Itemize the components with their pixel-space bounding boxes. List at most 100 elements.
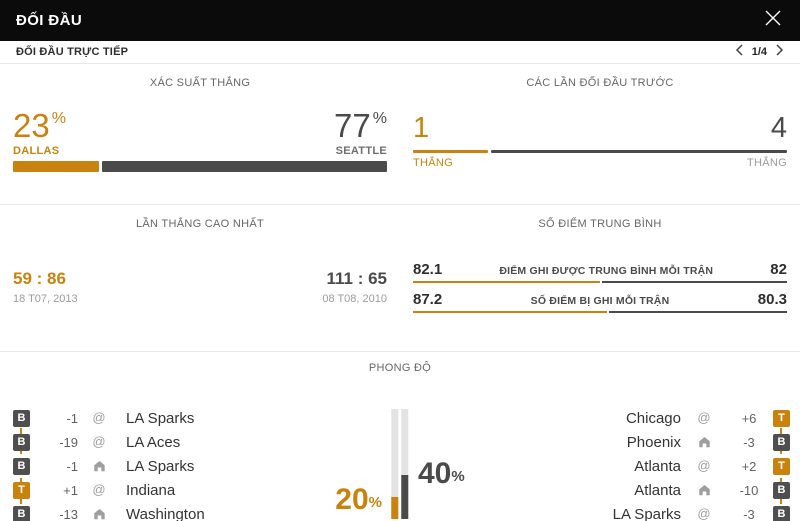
- avg-scored-home-segment: [413, 281, 600, 283]
- home-team-name: DALLAS: [13, 145, 60, 157]
- home-wins-count: 1: [413, 112, 430, 144]
- avg-scored-away-segment: [602, 281, 787, 283]
- home-form-bar: [391, 409, 398, 519]
- away-form-percentage: 40%: [418, 457, 465, 490]
- home-biggest-win-date: 18 T07, 2013: [13, 293, 78, 305]
- away-wins-segment: [490, 150, 787, 153]
- avg-conceded-bar: [413, 311, 787, 313]
- home-avg-conceded: 87.2: [413, 291, 443, 308]
- away-team-name: SEATTLE: [335, 145, 387, 157]
- opponent-name: Atlanta: [634, 457, 681, 475]
- list-item: B -13 @ Washington: [13, 502, 293, 521]
- list-item: B -19 @ LA Aces: [13, 430, 293, 454]
- list-item: B -1 @ LA Sparks: [13, 406, 293, 430]
- home-win-probability: 23%: [13, 107, 66, 144]
- home-icon: [93, 508, 105, 520]
- avg-scored-bar: [413, 281, 787, 283]
- list-item: B -1 @ LA Sparks: [13, 454, 293, 478]
- opponent-name: Indiana: [126, 481, 176, 499]
- score-diff: -3: [743, 506, 755, 521]
- result-badge: T: [773, 457, 790, 475]
- page-indicator: 1/4: [751, 46, 767, 58]
- opponent-name: Chicago: [625, 409, 681, 427]
- venue-icon: @: [683, 433, 725, 451]
- win-probability-bar: [13, 161, 387, 172]
- avg-points-conceded-row: 87.2 SỐ ĐIỂM BỊ GHI MỖI TRẬN 80.3: [413, 291, 787, 313]
- home-avg-scored: 82.1: [413, 261, 443, 278]
- avg-conceded-label: SỐ ĐIỂM BỊ GHI MỖI TRẬN: [530, 295, 670, 307]
- home-probability-segment: [13, 161, 100, 172]
- list-item: Atlanta @ +2 T: [500, 454, 790, 478]
- list-item: T +1 @ Indiana: [13, 478, 293, 502]
- result-badge: B: [13, 457, 30, 475]
- chevron-left-icon: [735, 43, 743, 61]
- away-wins-label: THẮNG: [747, 157, 787, 169]
- score-diff: -13: [59, 506, 78, 521]
- average-points-section: SỐ ĐIỂM TRUNG BÌNH 82.1 ĐIỂM GHI ĐƯỢC TR…: [400, 205, 800, 351]
- opponent-name: Washington: [126, 505, 205, 521]
- venue-icon: @: [92, 482, 106, 497]
- venue-icon: @: [697, 458, 711, 473]
- home-form-fill: [391, 497, 398, 519]
- away-probability-segment: [102, 161, 387, 172]
- form-section: PHONG ĐỘ B -1 @ LA Sparks B -19 @ LA Ace…: [0, 362, 800, 521]
- venue-icon: @: [92, 410, 106, 425]
- panel-title: ĐỐI ĐẦU: [16, 12, 83, 29]
- home-wins-segment: [413, 150, 488, 153]
- venue-icon: @: [697, 506, 711, 521]
- biggest-win-title: LẦN THẮNG CAO NHẤT: [135, 218, 265, 230]
- venue-icon: @: [78, 457, 120, 475]
- result-badge: B: [773, 481, 790, 499]
- score-diff: -3: [743, 434, 755, 450]
- panel-header: ĐỐI ĐẦU: [0, 0, 800, 41]
- home-biggest-win-score: 59 : 86: [13, 269, 66, 288]
- close-button[interactable]: [762, 10, 784, 32]
- away-biggest-win-date: 08 T08, 2010: [322, 293, 387, 305]
- result-badge: T: [773, 409, 790, 427]
- home-icon: [93, 460, 105, 472]
- opponent-name: Phoenix: [626, 433, 681, 451]
- form-title: PHONG ĐỘ: [368, 362, 432, 374]
- score-diff: -19: [59, 434, 78, 450]
- score-diff: +2: [741, 458, 757, 474]
- avg-points-scored-row: 82.1 ĐIỂM GHI ĐƯỢC TRUNG BÌNH MỖI TRẬN 8…: [413, 261, 787, 283]
- section-header: ĐỐI ĐẦU TRỰC TIẾP 1/4: [0, 41, 800, 64]
- stats-row-2: LẦN THẮNG CAO NHẤT 59 : 86 18 T07, 2013 …: [0, 205, 800, 351]
- next-page-button[interactable]: [774, 43, 786, 61]
- stats-row-1: XÁC SUẤT THẮNG 23% 77% DALLAS SEATTLE CÁ…: [0, 64, 800, 204]
- score-diff: -10: [739, 482, 759, 498]
- form-percentage-bars: 20% 40%: [335, 409, 465, 519]
- avg-conceded-away-segment: [609, 311, 787, 313]
- score-diff: +6: [741, 410, 757, 426]
- opponent-name: Atlanta: [634, 481, 681, 499]
- home-icon: [698, 484, 710, 496]
- result-badge: B: [773, 433, 790, 451]
- close-icon: [764, 9, 782, 32]
- opponent-name: LA Sparks: [612, 505, 681, 521]
- home-form-percentage: 20%: [335, 483, 382, 516]
- venue-icon: @: [683, 481, 725, 499]
- previous-meetings-bar: [413, 150, 787, 153]
- score-diff: -1: [66, 410, 78, 426]
- away-biggest-win: 111 : 65 08 T08, 2010: [322, 270, 387, 305]
- list-item: Chicago @ +6 T: [500, 406, 790, 430]
- win-probability-title: XÁC SUẤT THẮNG: [149, 77, 251, 89]
- result-badge: B: [13, 433, 30, 451]
- chevron-right-icon: [776, 43, 784, 61]
- avg-conceded-home-segment: [413, 311, 608, 313]
- list-item: Phoenix @ -3 B: [500, 430, 790, 454]
- home-wins-label: THẮNG: [413, 157, 453, 169]
- away-wins-count: 4: [770, 112, 787, 144]
- venue-icon: @: [78, 505, 120, 521]
- opponent-name: LA Sparks: [126, 409, 195, 427]
- home-form-list: B -1 @ LA Sparks B -19 @ LA Aces B -1 @ …: [13, 406, 293, 521]
- home-icon: [698, 436, 710, 448]
- pager: 1/4: [733, 43, 786, 61]
- venue-icon: @: [697, 410, 711, 425]
- list-item: LA Sparks @ -3 B: [500, 502, 790, 521]
- previous-meetings-section: CÁC LẦN ĐỐI ĐẦU TRƯỚC 1 4 THẮNG THẮNG: [400, 64, 800, 204]
- away-avg-conceded: 80.3: [757, 291, 787, 308]
- opponent-name: LA Aces: [126, 433, 181, 451]
- prev-page-button[interactable]: [733, 43, 745, 61]
